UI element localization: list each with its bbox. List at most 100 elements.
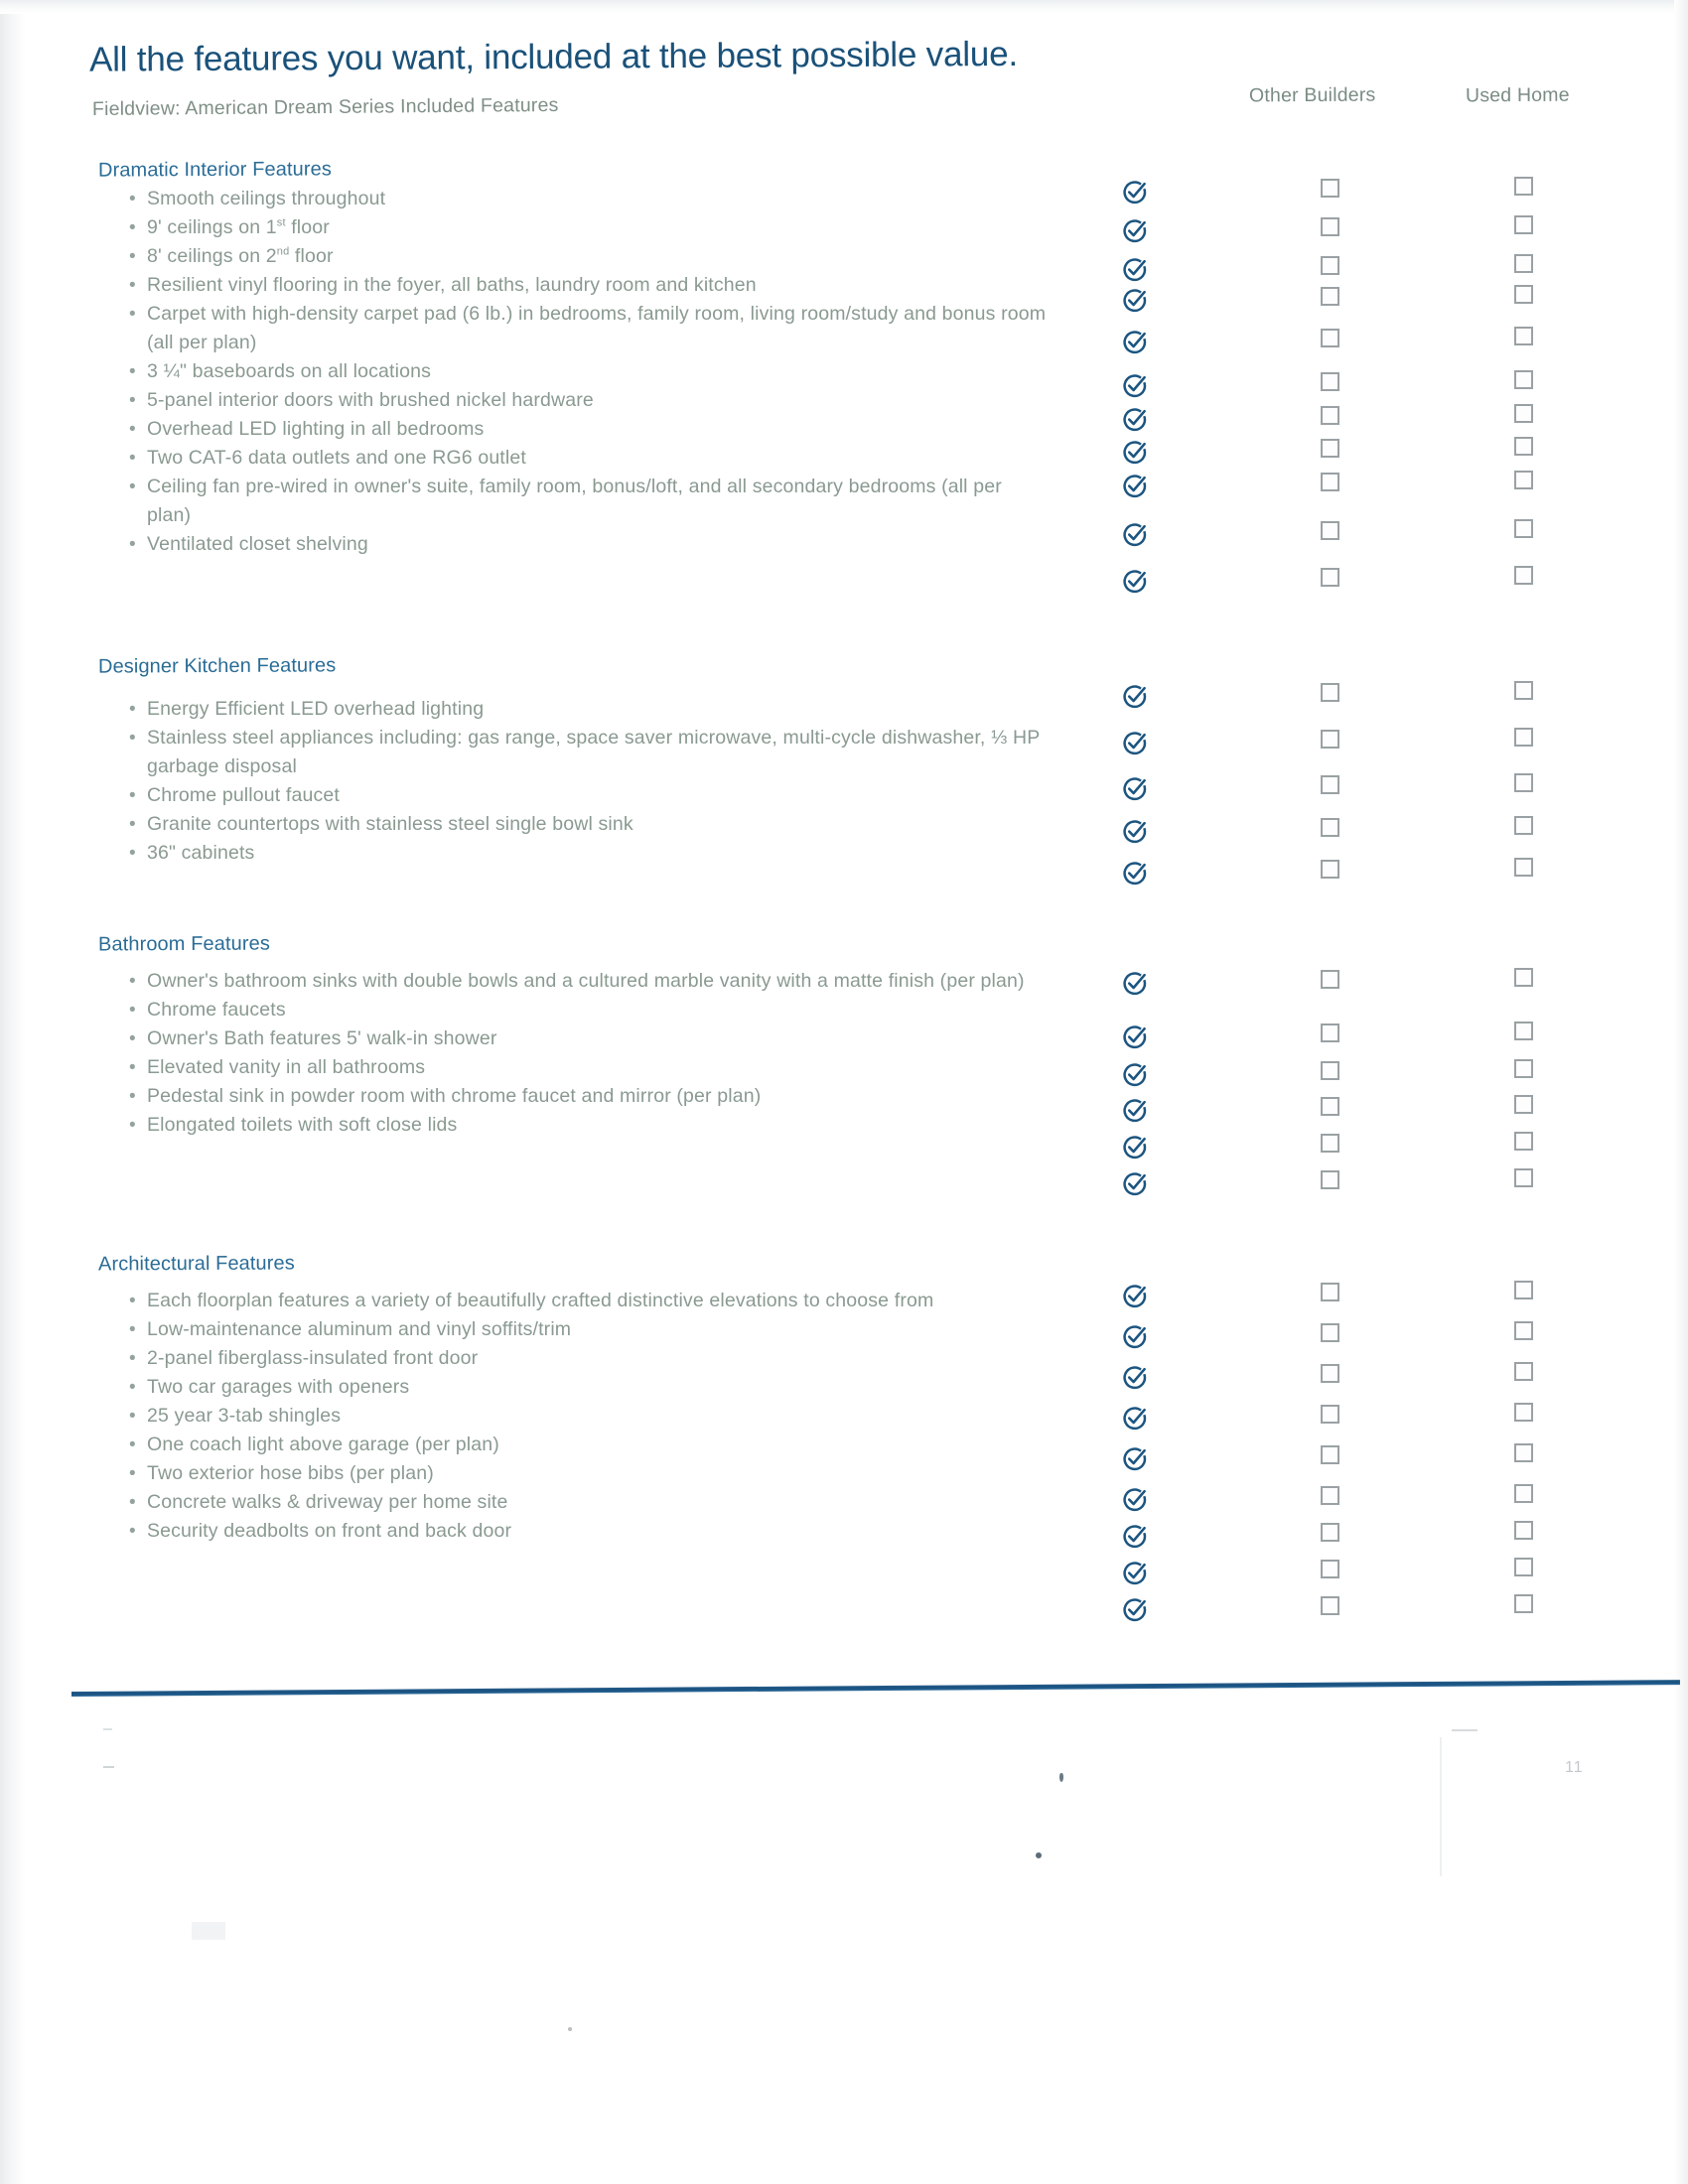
check-circle-icon[interactable] bbox=[1122, 1446, 1148, 1472]
check-circle-icon[interactable] bbox=[1122, 861, 1148, 887]
check-circle-icon[interactable] bbox=[1122, 180, 1148, 205]
empty-checkbox-icon[interactable] bbox=[1321, 1282, 1339, 1301]
empty-checkbox-icon[interactable] bbox=[1514, 773, 1533, 793]
check-circle-icon[interactable] bbox=[1122, 407, 1148, 433]
check-circle-icon[interactable] bbox=[1122, 569, 1148, 595]
empty-checkbox-icon[interactable] bbox=[1514, 254, 1533, 274]
check-circle-icon[interactable] bbox=[1122, 288, 1148, 314]
empty-checkbox-icon[interactable] bbox=[1321, 1169, 1339, 1189]
empty-checkbox-icon[interactable] bbox=[1514, 1095, 1533, 1115]
empty-checkbox-icon[interactable] bbox=[1514, 471, 1533, 490]
empty-checkbox-icon[interactable] bbox=[1321, 969, 1339, 989]
empty-checkbox-icon[interactable] bbox=[1321, 255, 1339, 275]
empty-checkbox-icon[interactable] bbox=[1321, 178, 1339, 198]
check-circle-icon[interactable] bbox=[1122, 1135, 1148, 1160]
empty-checkbox-icon[interactable] bbox=[1514, 728, 1533, 748]
empty-checkbox-icon[interactable] bbox=[1514, 327, 1533, 346]
empty-checkbox-icon[interactable] bbox=[1514, 1059, 1533, 1079]
empty-checkbox-icon[interactable] bbox=[1514, 816, 1533, 836]
empty-checkbox-icon[interactable] bbox=[1321, 682, 1339, 702]
feature-list-item: • Resilient vinyl flooring in the foyer, … bbox=[125, 271, 1049, 300]
empty-checkbox-icon[interactable] bbox=[1514, 566, 1533, 586]
empty-checkbox-icon[interactable] bbox=[1321, 216, 1339, 236]
check-circle-icon[interactable] bbox=[1122, 1324, 1148, 1350]
empty-checkbox-icon[interactable] bbox=[1321, 1023, 1339, 1042]
empty-checkbox-icon[interactable] bbox=[1321, 729, 1339, 749]
check-circle-icon[interactable] bbox=[1122, 373, 1148, 399]
check-circle-icon[interactable] bbox=[1122, 1487, 1148, 1513]
empty-checkbox-icon[interactable] bbox=[1514, 1022, 1533, 1041]
check-circle-icon[interactable] bbox=[1122, 474, 1148, 499]
empty-checkbox-icon[interactable] bbox=[1321, 1595, 1339, 1615]
empty-checkbox-icon[interactable] bbox=[1514, 681, 1533, 701]
empty-checkbox-icon[interactable] bbox=[1321, 328, 1339, 347]
empty-checkbox-icon[interactable] bbox=[1321, 371, 1339, 391]
empty-checkbox-icon[interactable] bbox=[1514, 1362, 1533, 1382]
empty-checkbox-icon[interactable] bbox=[1321, 1444, 1339, 1464]
empty-checkbox-icon[interactable] bbox=[1514, 1403, 1533, 1423]
check-circle-icon[interactable] bbox=[1122, 1406, 1148, 1432]
empty-checkbox-icon[interactable] bbox=[1514, 858, 1533, 878]
empty-checkbox-icon[interactable] bbox=[1514, 215, 1533, 235]
empty-checkbox-icon[interactable] bbox=[1321, 405, 1339, 425]
empty-checkbox-icon[interactable] bbox=[1321, 1559, 1339, 1578]
check-circle-icon[interactable] bbox=[1122, 731, 1148, 756]
empty-checkbox-icon[interactable] bbox=[1514, 437, 1533, 457]
check-circle-icon[interactable] bbox=[1122, 819, 1148, 845]
empty-checkbox-icon[interactable] bbox=[1321, 438, 1339, 458]
check-circle-icon[interactable] bbox=[1122, 218, 1148, 244]
empty-checkbox-icon[interactable] bbox=[1514, 968, 1533, 988]
empty-checkbox-icon[interactable] bbox=[1321, 1485, 1339, 1505]
check-circle-icon[interactable] bbox=[1122, 257, 1148, 283]
empty-checkbox-icon[interactable] bbox=[1321, 1322, 1339, 1342]
check-circle-icon[interactable] bbox=[1122, 522, 1148, 548]
check-circle-icon[interactable] bbox=[1122, 440, 1148, 466]
empty-checkbox-icon[interactable] bbox=[1514, 1558, 1533, 1577]
empty-checkbox-icon[interactable] bbox=[1321, 1522, 1339, 1542]
check-circle-icon[interactable] bbox=[1122, 1171, 1148, 1197]
empty-checkbox-icon[interactable] bbox=[1321, 1404, 1339, 1424]
empty-checkbox-icon[interactable] bbox=[1514, 177, 1533, 197]
check-circle-icon[interactable] bbox=[1122, 1024, 1148, 1050]
empty-checkbox-icon[interactable] bbox=[1321, 1133, 1339, 1153]
empty-checkbox-icon[interactable] bbox=[1514, 1484, 1533, 1504]
empty-checkbox-icon[interactable] bbox=[1514, 1168, 1533, 1188]
feature-item-label: 9' ceilings on 1st floor bbox=[147, 216, 330, 238]
feature-section-title: Dramatic Interior Features bbox=[97, 158, 332, 182]
check-circle-icon[interactable] bbox=[1122, 330, 1148, 355]
empty-checkbox-icon[interactable] bbox=[1321, 1060, 1339, 1080]
empty-checkbox-icon[interactable] bbox=[1514, 1321, 1533, 1341]
empty-checkbox-icon[interactable] bbox=[1514, 370, 1533, 390]
feature-list-item: • Ceiling fan pre-wired in owner's suite,… bbox=[125, 473, 1049, 530]
empty-checkbox-icon[interactable] bbox=[1514, 404, 1533, 424]
empty-checkbox-icon[interactable] bbox=[1321, 859, 1339, 879]
check-circle-icon[interactable] bbox=[1122, 1597, 1148, 1623]
check-circle-icon[interactable] bbox=[1122, 1561, 1148, 1586]
empty-checkbox-icon[interactable] bbox=[1321, 520, 1339, 540]
empty-checkbox-icon[interactable] bbox=[1514, 285, 1533, 305]
check-circle-icon[interactable] bbox=[1122, 971, 1148, 997]
empty-checkbox-icon[interactable] bbox=[1514, 1521, 1533, 1541]
empty-checkbox-icon[interactable] bbox=[1321, 567, 1339, 587]
check-circle-icon[interactable] bbox=[1122, 1365, 1148, 1391]
empty-checkbox-icon[interactable] bbox=[1321, 1363, 1339, 1383]
empty-checkbox-icon[interactable] bbox=[1321, 774, 1339, 794]
empty-checkbox-icon[interactable] bbox=[1514, 1594, 1533, 1614]
empty-checkbox-icon[interactable] bbox=[1514, 1281, 1533, 1300]
empty-checkbox-icon[interactable] bbox=[1514, 519, 1533, 539]
check-circle-icon[interactable] bbox=[1122, 684, 1148, 710]
feature-item-label: Each floorplan features a variety of bea… bbox=[147, 1290, 934, 1311]
empty-checkbox-icon[interactable] bbox=[1321, 817, 1339, 837]
scan-artifact bbox=[568, 2027, 572, 2031]
empty-checkbox-icon[interactable] bbox=[1321, 472, 1339, 491]
check-circle-icon[interactable] bbox=[1122, 1524, 1148, 1550]
empty-checkbox-icon[interactable] bbox=[1321, 286, 1339, 306]
check-circle-icon[interactable] bbox=[1122, 1284, 1148, 1309]
empty-checkbox-icon[interactable] bbox=[1514, 1132, 1533, 1152]
check-circle-icon[interactable] bbox=[1122, 1098, 1148, 1124]
empty-checkbox-icon[interactable] bbox=[1321, 1096, 1339, 1116]
check-circle-icon[interactable] bbox=[1122, 776, 1148, 802]
bullet-dot-icon: • bbox=[129, 1057, 136, 1078]
empty-checkbox-icon[interactable] bbox=[1514, 1443, 1533, 1463]
check-circle-icon[interactable] bbox=[1122, 1062, 1148, 1088]
